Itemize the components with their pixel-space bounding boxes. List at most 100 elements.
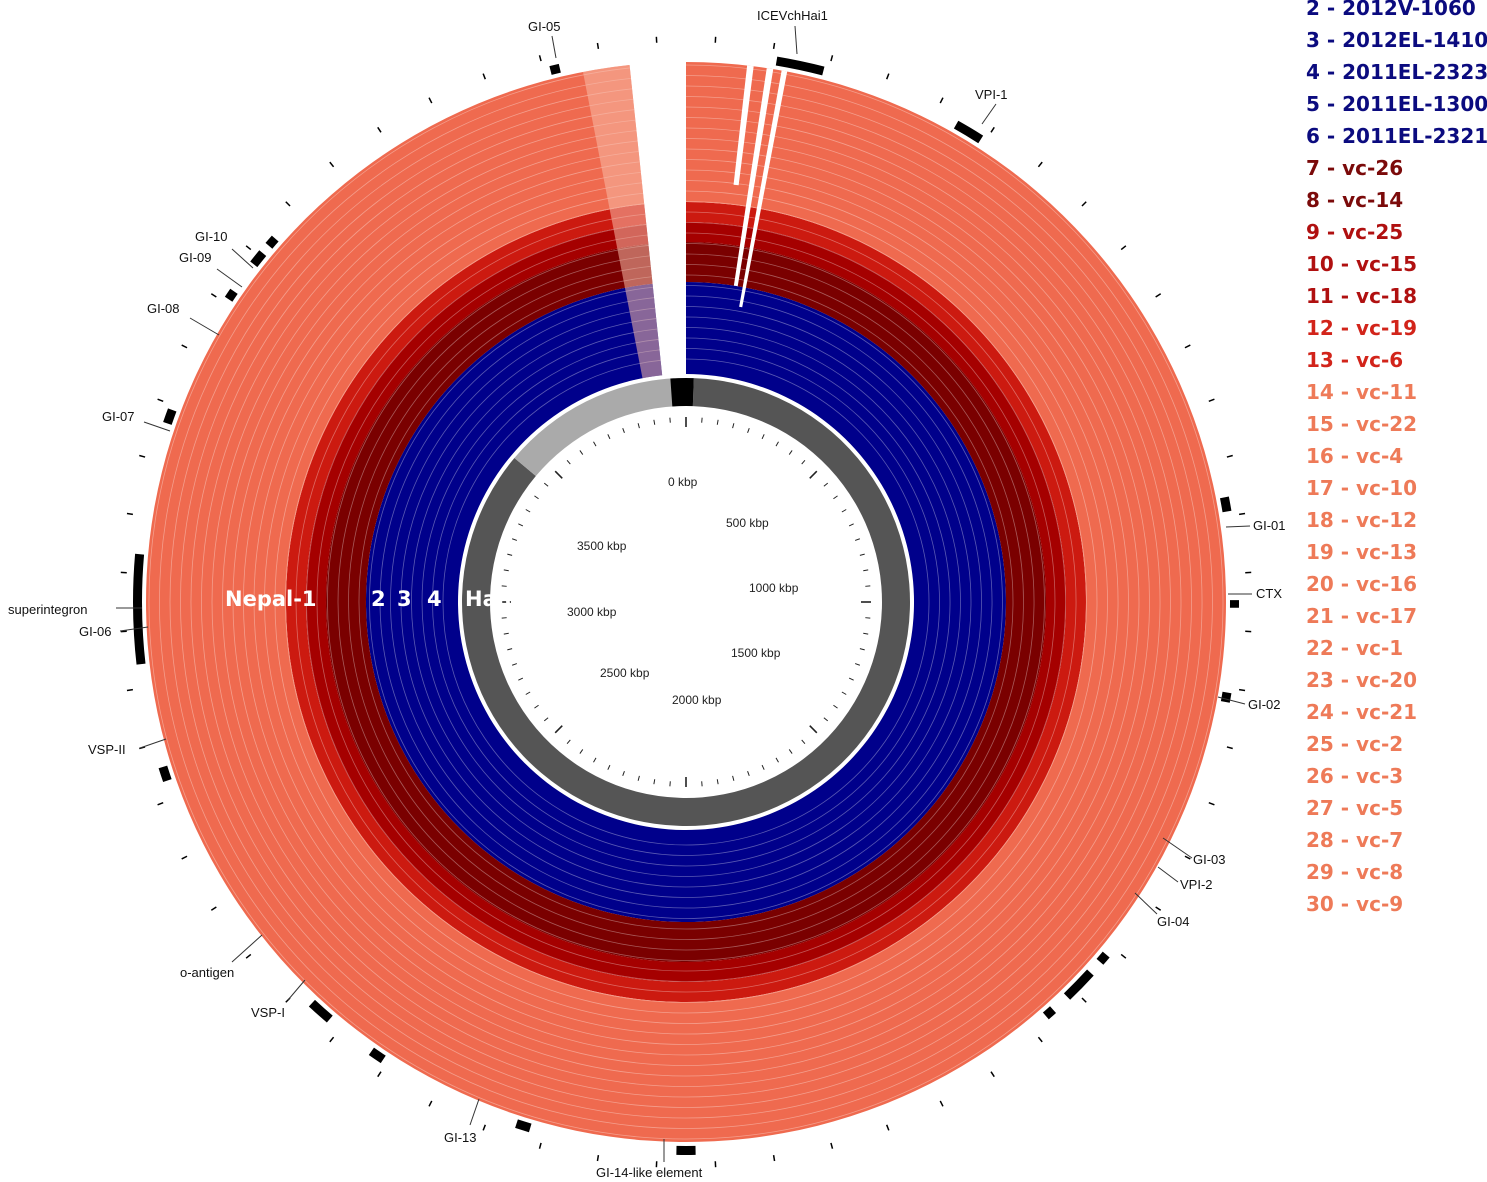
- island-label-vspii: VSP-II: [88, 742, 126, 757]
- origin-block: [670, 378, 694, 407]
- scale-tick: [775, 441, 779, 447]
- scale-tick: [653, 419, 656, 425]
- scale-tick: [622, 770, 625, 777]
- scale-tick: [775, 757, 779, 763]
- legend-item: 23 - vc-20: [1306, 668, 1418, 692]
- leader-gi01: [1225, 525, 1251, 528]
- ring-label-2: 2: [371, 587, 386, 611]
- outer-tick: [538, 1142, 542, 1149]
- ring-separator: [264, 180, 1108, 1024]
- scale-tick: [593, 441, 597, 447]
- chromosome-ring: [462, 378, 911, 827]
- partial-region: [582, 64, 663, 379]
- legend-item: 25 - vc-2: [1306, 732, 1404, 756]
- legend-item: 14 - vc-11: [1306, 380, 1418, 404]
- ring-separator: [243, 159, 1129, 1045]
- ring-separator: [390, 306, 982, 898]
- leader-gi09: [216, 268, 243, 288]
- island-mark: [1220, 496, 1232, 513]
- outer-tick: [285, 201, 291, 207]
- scale-label-2500: 2500 kbp: [600, 666, 650, 680]
- scale-tick: [579, 450, 584, 455]
- ring-separator: [295, 211, 1077, 993]
- outer-tick: [1155, 293, 1162, 298]
- island-label-oantigen: o-antigen: [180, 965, 234, 980]
- legend-item: 20 - vc-16: [1306, 572, 1418, 596]
- legend-item: 7 - vc-26: [1306, 156, 1404, 180]
- island-label-gi02: GI-02: [1248, 697, 1281, 712]
- outer-tick: [377, 126, 382, 133]
- legend-item: 10 - vc-15: [1306, 252, 1418, 276]
- scale-tick: [593, 757, 597, 763]
- ring-separator: [379, 295, 993, 909]
- outer-tick: [210, 906, 217, 911]
- island-label-ctx: CTX: [1256, 586, 1282, 601]
- ring-separator: [411, 327, 961, 877]
- scale-tick: [833, 495, 838, 500]
- scale-tick: [841, 691, 847, 695]
- legend-item: 11 - vc-18: [1306, 284, 1418, 308]
- island-label-vpi2: VPI-2: [1180, 877, 1213, 892]
- scale-tick: [525, 509, 531, 513]
- outer-tick: [329, 161, 335, 168]
- chromosome-2-arc: [514, 378, 676, 477]
- legend-item: 15 - vc-22: [1306, 412, 1418, 436]
- outer-tick: [1184, 855, 1191, 860]
- outer-tick: [596, 42, 600, 50]
- island-label-gi03: GI-03: [1193, 852, 1226, 867]
- scale-tick: [579, 749, 584, 754]
- outer-tick: [772, 42, 776, 50]
- ring-separator: [348, 264, 1024, 940]
- island-label-gi01: GI-01: [1253, 518, 1286, 533]
- legend-item: 9 - vc-25: [1306, 220, 1404, 244]
- island-label-vpi1: VPI-1: [975, 87, 1008, 102]
- island-mark: [676, 1145, 696, 1156]
- legend-item: 21 - vc-17: [1306, 604, 1418, 628]
- scale-tick: [801, 739, 806, 745]
- leader-gi07: [143, 421, 171, 432]
- leader-gi06: [119, 626, 149, 632]
- outer-tick: [830, 1142, 834, 1149]
- outer-tick: [1081, 201, 1087, 207]
- outer-tick: [126, 688, 134, 692]
- scale-tick: [788, 749, 793, 754]
- leader-vspi: [287, 979, 306, 1001]
- outer-tick: [157, 398, 164, 403]
- legend-item: 26 - vc-3: [1306, 764, 1404, 788]
- legend-item: 5 - 2011EL-1300: [1306, 92, 1487, 116]
- outer-tick: [210, 293, 217, 298]
- legend-item: 22 - vc-1: [1306, 636, 1404, 660]
- ring-separator: [442, 358, 930, 846]
- ring-separator: [327, 243, 1045, 961]
- island-mark: [953, 120, 984, 144]
- missing-region: [739, 70, 788, 308]
- outer-tick: [1120, 245, 1127, 251]
- scale-ticks: [501, 417, 871, 787]
- scale-tick: [732, 775, 735, 781]
- legend-item: 29 - vc-8: [1306, 860, 1404, 884]
- island-mark: [515, 1119, 532, 1133]
- scale-tick: [823, 717, 829, 722]
- scale-tick: [607, 764, 611, 770]
- legend-item: 30 - vc-9: [1306, 892, 1404, 916]
- scale-tick: [809, 470, 818, 479]
- leader-icevchhai1: [794, 25, 798, 55]
- outer-tick: [1155, 906, 1162, 911]
- leader-vspii: [139, 738, 167, 749]
- island-mark: [133, 602, 146, 665]
- outer-tick: [1208, 801, 1215, 806]
- comparison-rings: [146, 62, 1227, 1142]
- scale-tick: [566, 739, 571, 745]
- leader-lines: [116, 25, 1252, 1162]
- ring-separator: [211, 127, 1161, 1077]
- scale-tick: [637, 775, 640, 781]
- ring-separator: [222, 138, 1150, 1066]
- ring-separator: [337, 253, 1035, 951]
- scale-tick: [525, 691, 531, 695]
- ring-separator: [369, 285, 1003, 919]
- island-mark: [158, 765, 172, 783]
- legend-item: 18 - vc-12: [1306, 508, 1418, 532]
- island-markers: [120, 36, 1252, 1168]
- scale-tick: [863, 632, 869, 635]
